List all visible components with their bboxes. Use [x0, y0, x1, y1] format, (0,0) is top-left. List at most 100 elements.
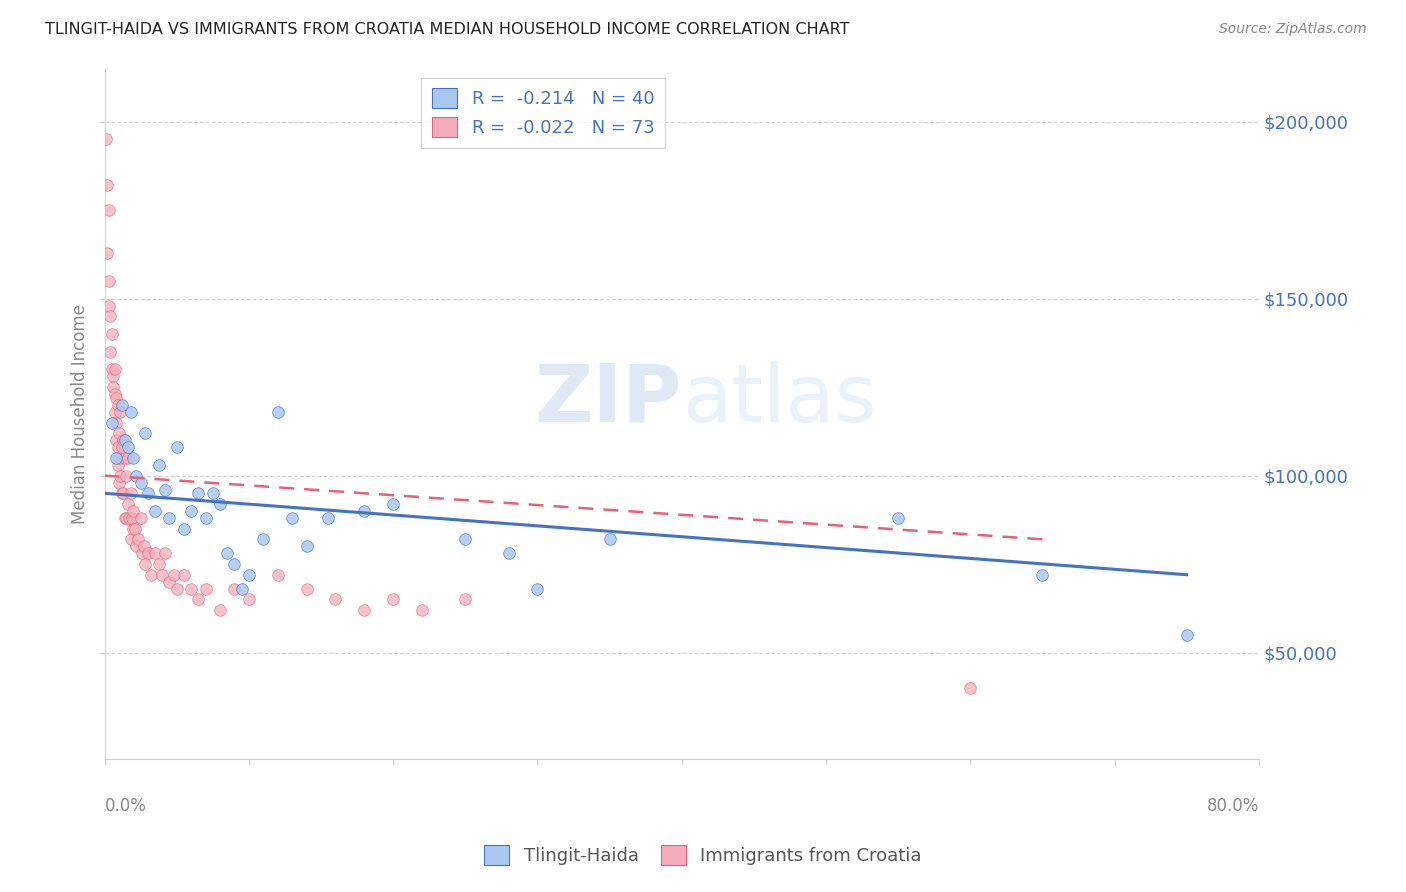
Point — [325, 592, 347, 607]
Point — [148, 458, 170, 472]
Point — [353, 504, 375, 518]
Point — [238, 592, 260, 607]
Point — [94, 132, 117, 146]
Point — [194, 511, 217, 525]
Point — [111, 486, 134, 500]
Point — [129, 475, 152, 490]
Point — [238, 567, 260, 582]
Point — [112, 486, 135, 500]
Point — [187, 592, 209, 607]
Text: ZIP: ZIP — [534, 361, 682, 439]
Text: atlas: atlas — [682, 361, 876, 439]
Point — [143, 546, 166, 560]
Point — [129, 511, 152, 525]
Point — [1031, 567, 1053, 582]
Point — [107, 398, 129, 412]
Point — [105, 450, 128, 465]
Point — [98, 310, 121, 324]
Point — [159, 574, 181, 589]
Point — [104, 362, 127, 376]
Point — [454, 533, 477, 547]
Text: 80.0%: 80.0% — [1206, 797, 1258, 814]
Point — [115, 468, 138, 483]
Point — [295, 540, 318, 554]
Point — [163, 567, 186, 582]
Point — [111, 398, 134, 412]
Text: TLINGIT-HAIDA VS IMMIGRANTS FROM CROATIA MEDIAN HOUSEHOLD INCOME CORRELATION CHA: TLINGIT-HAIDA VS IMMIGRANTS FROM CROATIA… — [45, 22, 849, 37]
Point — [148, 557, 170, 571]
Point — [122, 450, 145, 465]
Point — [134, 426, 156, 441]
Point — [959, 681, 981, 695]
Point — [208, 497, 231, 511]
Point — [120, 405, 142, 419]
Point — [599, 533, 621, 547]
Point — [125, 468, 148, 483]
Y-axis label: Median Household Income: Median Household Income — [72, 303, 89, 524]
Point — [120, 533, 142, 547]
Point — [267, 567, 290, 582]
Point — [134, 557, 156, 571]
Point — [526, 582, 548, 596]
Point — [105, 416, 128, 430]
Point — [166, 440, 188, 454]
Point — [122, 522, 145, 536]
Point — [121, 511, 143, 525]
Point — [150, 567, 173, 582]
Point — [110, 468, 132, 483]
Point — [114, 433, 136, 447]
Point — [139, 567, 162, 582]
Point — [100, 416, 122, 430]
Point — [115, 511, 138, 525]
Point — [252, 533, 274, 547]
Point — [117, 497, 139, 511]
Point — [136, 486, 159, 500]
Point — [224, 557, 246, 571]
Legend: Tlingit-Haida, Immigrants from Croatia: Tlingit-Haida, Immigrants from Croatia — [475, 836, 931, 874]
Point — [295, 582, 318, 596]
Point — [180, 504, 202, 518]
Point — [107, 458, 129, 472]
Legend: R =  -0.214   N = 40, R =  -0.022   N = 73: R = -0.214 N = 40, R = -0.022 N = 73 — [422, 78, 665, 148]
Point — [454, 592, 477, 607]
Point — [382, 497, 405, 511]
Point — [498, 546, 520, 560]
Point — [100, 326, 122, 341]
Text: 0.0%: 0.0% — [104, 797, 146, 814]
Point — [201, 486, 224, 500]
Point — [411, 603, 433, 617]
Point — [127, 533, 149, 547]
Point — [96, 178, 118, 193]
Point — [96, 245, 118, 260]
Point — [118, 511, 141, 525]
Point — [143, 504, 166, 518]
Point — [125, 540, 148, 554]
Point — [105, 433, 128, 447]
Point — [114, 511, 136, 525]
Point — [117, 440, 139, 454]
Point — [108, 475, 131, 490]
Point — [159, 511, 181, 525]
Point — [104, 387, 127, 401]
Point — [180, 582, 202, 596]
Point — [187, 486, 209, 500]
Point — [153, 546, 176, 560]
Point — [173, 522, 195, 536]
Point — [231, 582, 253, 596]
Point — [887, 511, 910, 525]
Point — [114, 450, 136, 465]
Point — [173, 567, 195, 582]
Point — [132, 540, 155, 554]
Point — [382, 592, 405, 607]
Point — [111, 440, 134, 454]
Point — [107, 440, 129, 454]
Point — [97, 203, 120, 218]
Point — [97, 274, 120, 288]
Point — [316, 511, 339, 525]
Point — [103, 380, 125, 394]
Text: Source: ZipAtlas.com: Source: ZipAtlas.com — [1219, 22, 1367, 37]
Point — [122, 504, 145, 518]
Point — [103, 369, 125, 384]
Point — [100, 362, 122, 376]
Point — [120, 486, 142, 500]
